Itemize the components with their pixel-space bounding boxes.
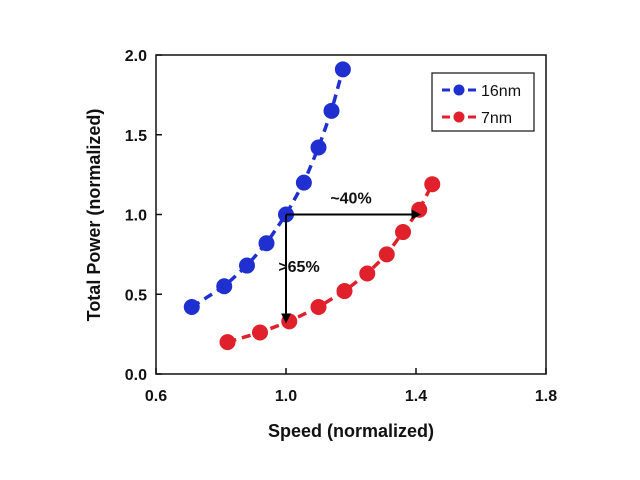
legend-marker-16nm: [453, 84, 465, 96]
series-layer: [183, 61, 441, 351]
data-point-7nm: [395, 224, 411, 241]
y-axis-ticks: 0.0 0.5 1.0 1.5 2.0: [125, 48, 162, 384]
series-line-7nm: [227, 183, 434, 344]
x-tick-label: 0.6: [145, 388, 167, 405]
y-tick-label: 2.0: [125, 48, 147, 65]
data-point-16nm: [295, 174, 312, 191]
legend-label-16nm: 16nm: [481, 83, 521, 100]
y-tick-label: 0.0: [125, 367, 147, 384]
x-tick-label: 1.0: [275, 388, 297, 405]
series-line-16nm: [190, 68, 345, 309]
annotation-layer: ~40% >65%: [278, 190, 422, 324]
legend-label-7nm: 7nm: [481, 110, 512, 127]
x-axis-ticks: 0.6 1.0 1.4 1.8: [145, 368, 557, 405]
y-tick-label: 1.5: [125, 128, 147, 145]
x-axis-label: Speed (normalized): [268, 421, 434, 441]
legend: 16nm 7nm: [431, 72, 535, 132]
data-point-16nm: [258, 235, 275, 252]
data-point-7nm: [252, 324, 268, 341]
data-point-7nm: [336, 283, 353, 300]
data-point-16nm: [239, 257, 255, 274]
data-point-7nm: [281, 313, 298, 330]
data-point-7nm: [310, 299, 327, 316]
y-axis-label: Total Power (normalized): [84, 109, 104, 322]
data-point-16nm: [310, 139, 327, 156]
y-tick-label: 1.0: [125, 208, 147, 225]
data-point-16nm: [323, 102, 340, 119]
x-tick-label: 1.4: [405, 388, 427, 405]
data-point-7nm: [424, 176, 441, 193]
data-point-7nm: [378, 246, 395, 263]
x-tick-label: 1.8: [535, 388, 557, 405]
legend-box: [431, 72, 535, 132]
data-point-7nm: [359, 265, 376, 282]
data-point-16nm: [216, 278, 233, 295]
legend-marker-7nm: [453, 111, 465, 123]
y-tick-label: 0.5: [125, 287, 147, 304]
annotation-label-speed-gain: ~40%: [330, 190, 371, 207]
data-point-16nm: [183, 299, 200, 316]
annotation-label-power-reduction: >65%: [278, 259, 319, 276]
data-point-7nm: [219, 334, 236, 351]
data-point-16nm: [334, 61, 351, 78]
